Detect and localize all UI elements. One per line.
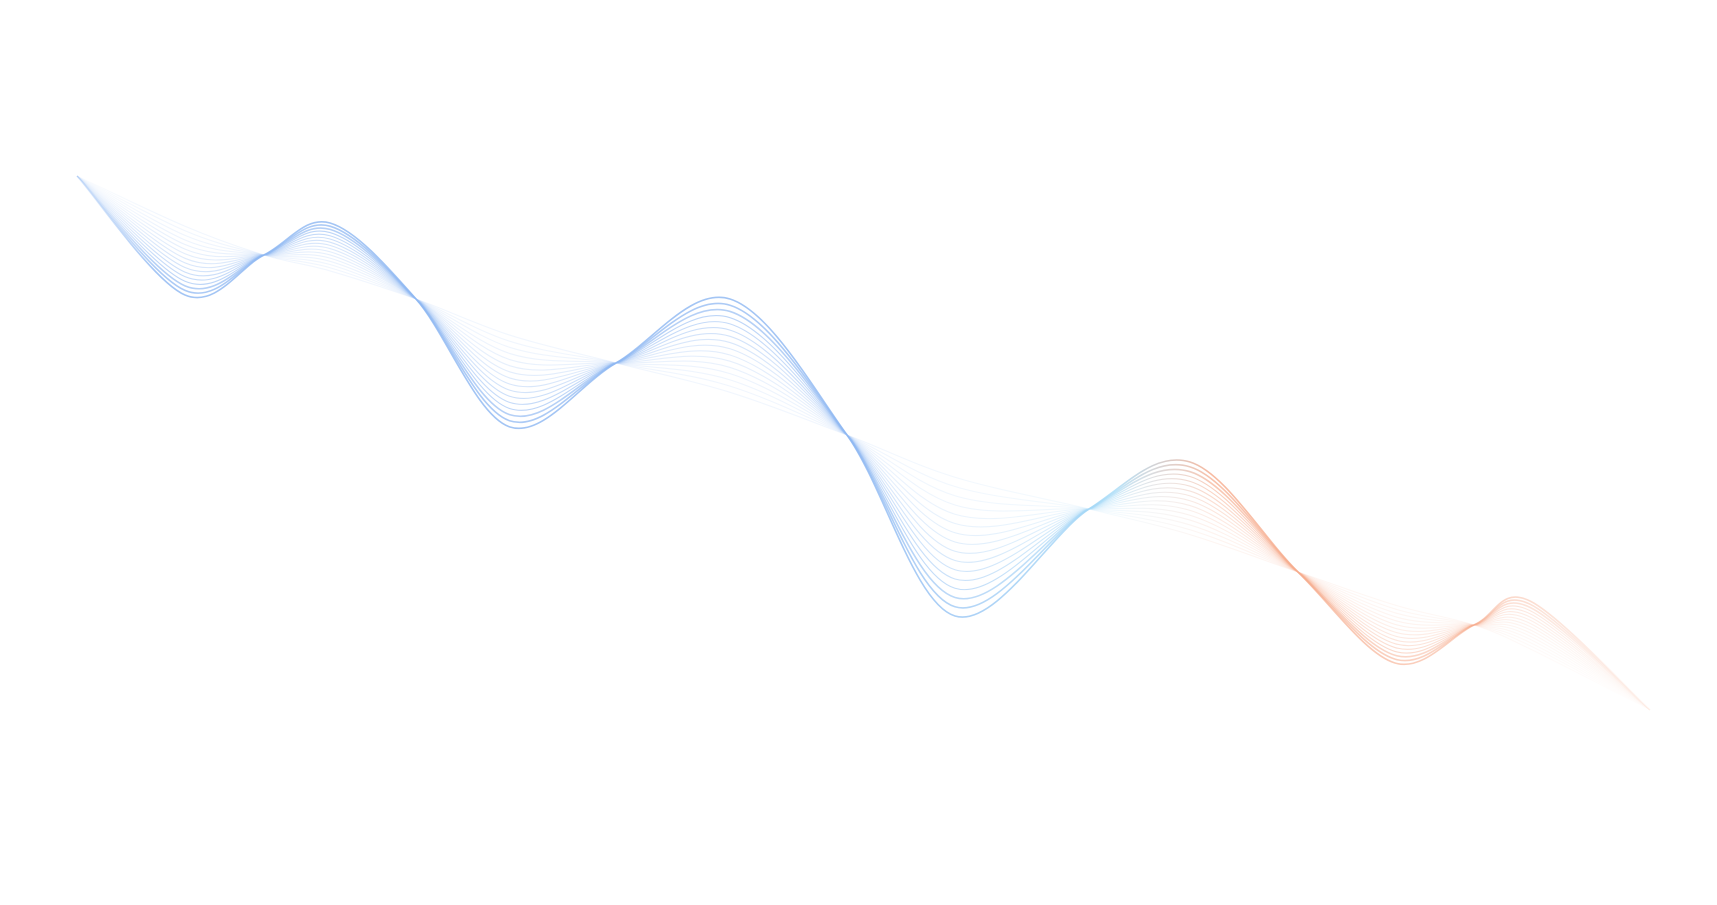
wave-lines — [76, 175, 1651, 711]
wave-line — [76, 175, 1651, 711]
wave-line — [76, 175, 1651, 711]
wave-line — [76, 175, 1651, 711]
